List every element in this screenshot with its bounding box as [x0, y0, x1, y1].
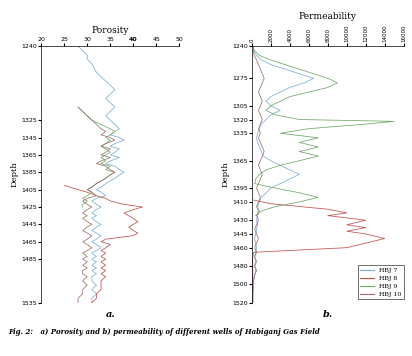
Text: a.: a.	[105, 310, 115, 319]
Title: Porosity: Porosity	[91, 26, 129, 35]
Text: b.: b.	[323, 310, 333, 319]
Y-axis label: Depth: Depth	[221, 162, 229, 187]
Title: Permeability: Permeability	[299, 11, 357, 21]
Text: Fig. 2:   a) Porosity and b) permeability of different wells of Habiganj Gas Fie: Fig. 2: a) Porosity and b) permeability …	[8, 328, 320, 335]
Legend: HBJ 7, HBJ 8, HBJ 9, HBJ 10: HBJ 7, HBJ 8, HBJ 9, HBJ 10	[358, 266, 404, 299]
Y-axis label: Depth: Depth	[10, 162, 19, 187]
